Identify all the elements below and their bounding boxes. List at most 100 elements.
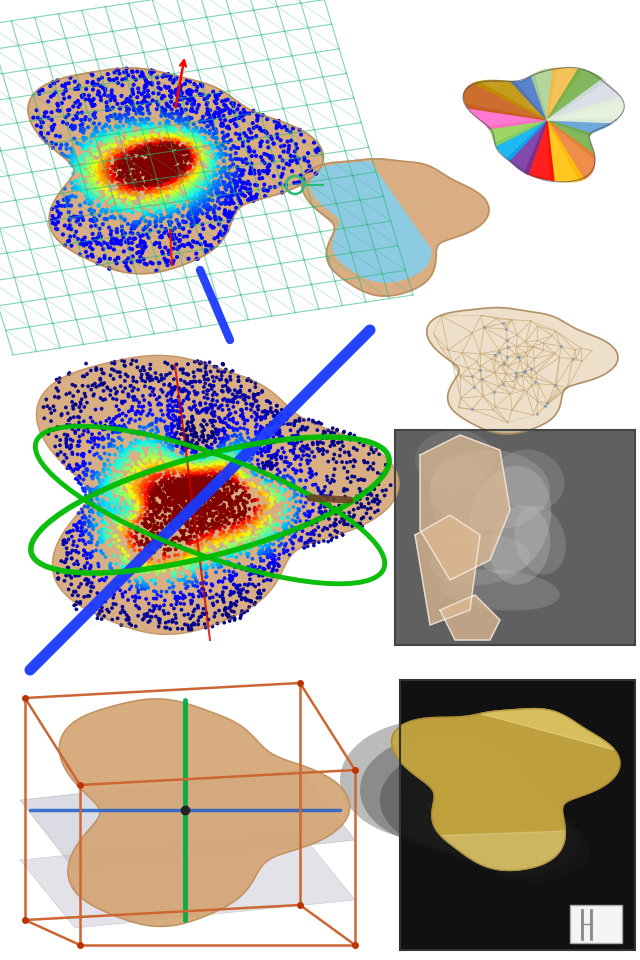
Point [147,116,157,132]
Point [273,533,284,548]
Point [180,102,191,117]
Point [97,120,108,135]
Point [114,169,124,184]
Point [177,483,187,498]
Point [186,131,196,146]
Point [313,480,323,495]
Point [201,558,211,573]
Point [132,201,143,216]
Point [108,590,118,606]
Point [186,423,196,439]
Point [169,489,179,504]
Point [124,460,134,475]
Point [191,482,202,497]
Point [277,185,287,201]
Point [60,218,70,233]
Point [196,522,206,538]
Point [93,492,103,508]
Point [189,466,200,481]
Point [204,478,214,493]
Point [225,206,236,222]
Point [259,525,269,540]
Point [192,405,202,420]
Point [153,503,163,518]
Point [310,492,320,508]
Point [184,112,194,128]
Point [182,455,193,470]
Point [159,155,170,170]
Point [64,102,74,117]
Point [68,155,78,170]
Point [136,236,146,252]
Point [170,474,180,490]
Point [241,584,252,599]
Point [255,534,265,549]
Point [133,472,143,488]
Point [95,221,105,236]
Point [113,143,124,158]
Point [173,389,184,404]
Point [73,212,83,228]
Point [179,484,189,499]
Point [126,158,136,174]
Point [282,412,292,427]
Point [208,598,218,613]
Point [151,136,161,152]
Point [153,157,163,173]
Point [290,529,300,544]
Point [191,454,201,469]
Point [95,228,106,244]
Point [193,613,204,629]
Point [91,189,101,204]
Point [88,249,98,264]
Point [176,444,186,460]
Point [204,180,214,195]
Point [203,453,213,468]
Point [150,433,160,448]
Point [143,154,154,169]
Point [204,429,214,444]
Point [322,468,332,484]
Point [355,481,365,496]
Point [150,468,161,483]
Point [147,158,157,174]
Point [187,562,197,577]
Point [47,122,58,137]
Point [145,183,156,199]
Point [120,212,130,228]
Point [154,255,164,271]
Point [86,584,96,599]
Point [61,190,72,205]
Point [208,524,218,540]
Point [51,217,61,232]
Point [202,205,212,221]
Point [230,180,241,195]
Point [148,533,158,548]
Point [169,151,179,166]
Point [128,373,138,389]
Point [67,188,77,204]
Point [86,503,97,518]
Point [163,137,173,153]
Point [193,385,203,400]
Point [370,504,380,519]
Point [100,458,110,473]
Point [157,165,168,180]
Point [234,447,244,463]
Point [264,444,274,459]
Point [119,487,129,502]
Point [222,554,232,569]
Point [130,499,140,515]
Point [250,506,260,521]
Point [256,444,266,460]
Point [148,160,159,176]
Point [145,152,155,167]
Point [164,176,174,191]
Point [214,178,225,193]
Point [168,507,179,522]
Point [163,196,173,211]
Point [162,147,172,162]
Point [86,468,97,484]
Point [205,169,215,184]
Point [208,428,218,444]
